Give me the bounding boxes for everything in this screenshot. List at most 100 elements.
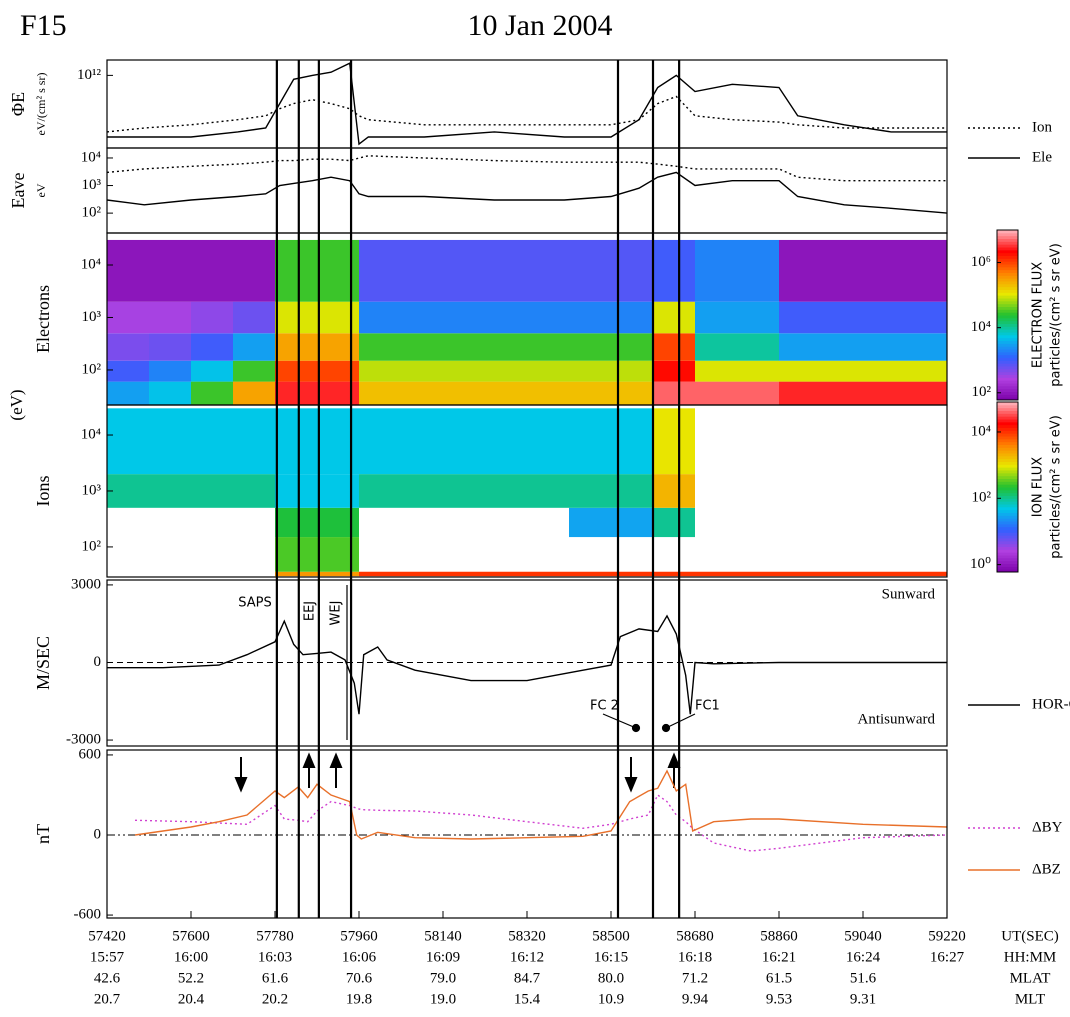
- colorbar-strip: [997, 340, 1018, 344]
- spectrogram-cell: [233, 301, 275, 334]
- spectrogram-cell: [485, 333, 527, 361]
- spectrogram-cell: [863, 333, 905, 361]
- colorbar-tick-label: 10⁰: [970, 556, 991, 572]
- colorbar-tick-label: 10²: [972, 384, 992, 400]
- spectrogram-cell: [653, 571, 695, 577]
- colorbar-strip: [997, 433, 1018, 437]
- colorbar-strip: [997, 247, 1018, 251]
- spectrogram-cell: [737, 301, 779, 334]
- figure-title: 10 Jan 2004: [468, 9, 613, 42]
- spectrogram-cell: [527, 408, 569, 475]
- y-axis-units: eV: [34, 183, 48, 197]
- x-tick-label: 57780: [256, 928, 294, 944]
- y-tick-label: 600: [79, 746, 102, 762]
- y-tick-label: 10³: [82, 177, 102, 193]
- colorbar-strip: [997, 441, 1018, 445]
- colorbar-strip: [997, 436, 1018, 440]
- annotation: WEJ: [329, 601, 344, 626]
- spectrogram-cell: [191, 474, 233, 508]
- data-line: [134, 769, 948, 840]
- colorbar-strip: [997, 315, 1018, 319]
- colorbar-strip: [997, 504, 1018, 508]
- spectrogram-cell: [527, 571, 569, 577]
- colorbar-strip: [997, 368, 1018, 373]
- colorbar-strip: [997, 295, 1018, 299]
- spectrogram-cell: [275, 474, 317, 508]
- data-line: [106, 95, 947, 133]
- spectrogram-cell: [611, 360, 653, 382]
- spectrogram-cell: [359, 571, 401, 577]
- spectrogram-cell: [695, 301, 737, 334]
- colorbar-strip: [997, 566, 1018, 570]
- data-line: [134, 793, 948, 852]
- spectrogram-cell: [485, 571, 527, 577]
- colorbar-strip: [997, 230, 1018, 234]
- spectrogram-cell: [569, 333, 611, 361]
- spectrogram-cell: [527, 239, 569, 302]
- spectrogram-cell: [275, 408, 317, 475]
- spectrogram-cell: [443, 571, 485, 577]
- spectrogram-cell: [233, 360, 275, 382]
- colorbar-strip: [997, 540, 1018, 545]
- spectrogram-cell: [695, 360, 737, 382]
- colorbar-strip: [997, 272, 1018, 276]
- panel-frame: [106, 749, 948, 919]
- colorbar-strip: [997, 391, 1018, 395]
- spectrogram-cell: [275, 381, 317, 405]
- x-row-label: 16:21: [762, 949, 796, 965]
- colorbar-strip: [997, 275, 1018, 279]
- spectrogram-cell: [779, 381, 821, 405]
- spectrogram-cell: [695, 333, 737, 361]
- colorbar-strip: [997, 366, 1018, 370]
- colorbar-strip: [997, 444, 1018, 448]
- colorbar-tick-label: 10⁴: [971, 319, 991, 335]
- spectrogram-cell: [317, 507, 359, 538]
- colorbar-strip: [997, 252, 1018, 256]
- x-row-label: 61.6: [262, 970, 289, 986]
- spectrogram-cell: [107, 239, 149, 302]
- colorbar-strip: [997, 518, 1018, 522]
- x-row-label: 80.0: [598, 970, 624, 986]
- spectrogram-cell: [191, 360, 233, 382]
- colorbar-strip: [997, 453, 1018, 457]
- spectrogram-cell: [149, 474, 191, 508]
- spectrogram-cell: [107, 333, 149, 361]
- spectrogram-cell: [191, 381, 233, 405]
- y-axis-label: nT: [33, 824, 53, 844]
- colorbar-units: particles/(cm² s sr eV): [1049, 243, 1064, 387]
- spectrogram-cell: [905, 239, 947, 302]
- spectrogram-cell: [359, 360, 401, 382]
- colorbar-strip: [997, 430, 1018, 434]
- x-tick-label: 57960: [340, 928, 378, 944]
- spectrogram-cell: [233, 333, 275, 361]
- x-row-label: 79.0: [430, 970, 456, 986]
- data-layer: [106, 62, 948, 852]
- x-tick-label: 59040: [844, 928, 882, 944]
- colorbar-strip: [997, 506, 1018, 511]
- spectrogram-cell: [737, 333, 779, 361]
- spectrogram-cell: [275, 360, 317, 382]
- spectrogram-cell: [569, 571, 611, 577]
- x-row-label: 16:00: [174, 949, 208, 965]
- spectrogram-cell: [149, 360, 191, 382]
- colorbar-strip: [997, 563, 1018, 567]
- colorbar-strip: [997, 255, 1018, 259]
- spectrogram-cell: [359, 333, 401, 361]
- x-tick-label: 58860: [760, 928, 798, 944]
- colorbar-strip: [997, 484, 1018, 488]
- colorbar-units: particles/(cm² s sr eV): [1049, 415, 1064, 559]
- energy-units: (eV): [7, 389, 26, 420]
- spectrogram-cell: [737, 239, 779, 302]
- colorbar-strip: [997, 363, 1018, 367]
- colorbar-strip: [997, 478, 1018, 482]
- colorbar-strip: [997, 455, 1018, 460]
- panel: [107, 239, 947, 405]
- colorbar-strip: [997, 249, 1018, 254]
- colorbar-strip: [997, 309, 1018, 313]
- colorbar-tick-label: 10⁶: [971, 254, 991, 270]
- spectrogram-cell: [401, 333, 443, 361]
- spectrogram-cell: [275, 507, 317, 538]
- spectrogram-cell: [149, 239, 191, 302]
- colorbar-frame: [996, 229, 1019, 401]
- spectrogram-cell: [905, 381, 947, 405]
